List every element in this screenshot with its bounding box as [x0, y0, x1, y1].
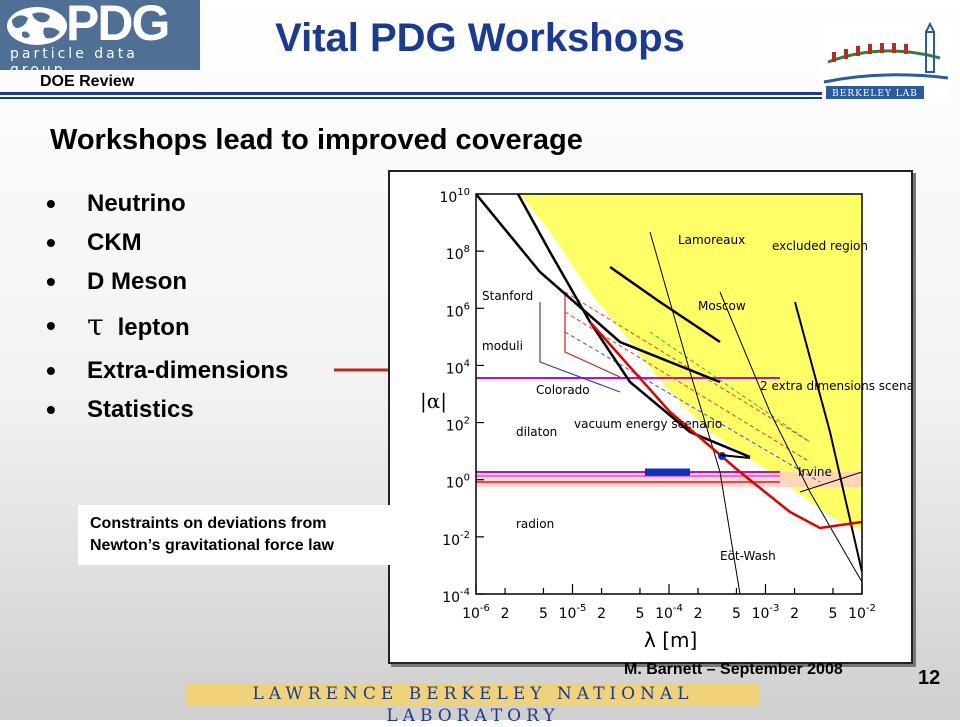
annotation-label: Irvine — [798, 465, 832, 479]
x-tick-label: 5 — [732, 606, 741, 622]
y-tick-label: 100 — [446, 473, 470, 492]
bullet-dot: • — [46, 310, 56, 341]
extra-dim-dash-2 — [564, 311, 811, 463]
page-number: 12 — [918, 667, 941, 689]
bullet-text: Neutrino — [87, 190, 186, 217]
x-tick-label: 2 — [790, 606, 799, 622]
chart-caption: Constraints on deviations from Newton’s … — [78, 505, 410, 565]
bullet-item: • Statistics — [46, 390, 288, 429]
logo-subtext: particle data group — [10, 46, 138, 70]
annotation-label: vacuum energy scenario — [574, 417, 722, 431]
caption-line: Constraints on deviations from — [90, 515, 327, 532]
lab-name-band: LAWRENCE BERKELEY NATIONAL LABORATORY — [186, 683, 760, 726]
bullet-list: • Neutrino • CKM • D Meson • τ lepton • Extra-… — [46, 184, 288, 429]
x-tick-label: 10-2 — [848, 603, 876, 622]
x-ticks: 10-6 2 5 10-5 2 5 10-4 2 5 10-3 2 5 10-2 — [462, 584, 876, 622]
annotation-label: 2 extra dimensions scenario — [760, 379, 911, 393]
tau-symbol: τ — [87, 308, 104, 343]
stanford-thin-curve — [649, 231, 741, 594]
eot-wash-curve — [589, 321, 862, 530]
bullet-text: Extra-dimensions — [87, 357, 289, 384]
annotation-label: Lamoreaux — [678, 233, 745, 247]
x-tick-label: 2 — [597, 606, 606, 622]
caption-line: Newton’s gravitational force law — [90, 537, 334, 554]
y-tick-label: 10-2 — [442, 530, 470, 549]
chart-annotations: Lamoreaux excluded region Stanford Mosco… — [482, 233, 911, 563]
moduli-region-outline — [539, 302, 621, 393]
bullet-item: • Neutrino — [46, 184, 288, 223]
annotation-label: dilaton — [516, 425, 557, 439]
alpha-lambda-chart: 1010 108 106 104 102 100 10-2 10-4 10-6 2 5 10-5 2 5… — [420, 187, 911, 652]
annotation-label: Colorado — [536, 383, 590, 397]
bullet-item: • τ lepton — [46, 301, 288, 351]
y-ticks: 1010 108 106 104 102 100 10-2 10-4 — [439, 187, 484, 606]
moscow-curve — [609, 265, 721, 344]
annotation-label: excluded region — [772, 239, 868, 253]
bullet-dot: • — [46, 355, 56, 386]
logo-text: PDG — [66, 0, 170, 51]
annotation-label: Moscow — [698, 299, 746, 313]
annotation-label: Eöt-Wash — [720, 549, 776, 563]
annotation-label: moduli — [482, 339, 523, 353]
y-tick-label: 108 — [446, 244, 470, 263]
y-tick-label: 104 — [446, 358, 470, 377]
bullet-item: • D Meson — [46, 262, 288, 301]
x-tick-label: 10-4 — [655, 603, 683, 622]
lab-logo-text: BERKELEY LAB — [832, 89, 918, 99]
extra-dim-dash-3 — [564, 331, 821, 483]
header-rule — [0, 92, 830, 95]
irvine-extra-line — [799, 471, 862, 493]
extra-dim-dash-4 — [649, 331, 811, 443]
bullet-text: D Meson — [87, 268, 188, 295]
y-axis-label: |α| — [420, 389, 447, 414]
irvine-curve — [794, 301, 862, 573]
x-tick-label: 2 — [501, 606, 510, 622]
x-tick-label: 5 — [828, 606, 837, 622]
globe-icon — [7, 7, 67, 45]
annotation-label: radion — [516, 517, 554, 531]
point-connector — [719, 454, 751, 459]
x-tick-label: 5 — [539, 606, 548, 622]
x-tick-label: 10-5 — [559, 603, 587, 622]
author-credit: M. Barnett – September 2008 — [624, 661, 843, 678]
header-rule-thin — [0, 97, 830, 99]
page-title: Vital PDG Workshops — [275, 16, 685, 60]
bullet-dot: • — [46, 266, 56, 297]
bullet-text: CKM — [87, 229, 142, 256]
x-axis-label: λ [m] — [644, 628, 697, 652]
review-label: DOE Review — [40, 73, 135, 90]
bullet-text: lepton — [117, 314, 190, 341]
bullet-text: Statistics — [87, 396, 194, 423]
x-tick-label: 10-3 — [752, 603, 780, 622]
pdg-logo: PDG particle data group — [0, 0, 200, 70]
berkeley-lab-logo: BERKELEY LAB — [822, 22, 950, 102]
bullet-dot: • — [46, 227, 56, 258]
y-tick-label: 1010 — [439, 187, 470, 206]
y-tick-label: 102 — [446, 416, 470, 435]
x-tick-label: 10-6 — [462, 603, 490, 622]
plot-regions — [476, 194, 862, 594]
bullet-dot: • — [46, 394, 56, 425]
stanford-region-outline — [564, 292, 621, 378]
extra-dim-dash-1 — [564, 291, 811, 443]
annotation-label: Stanford — [482, 289, 533, 303]
bullet-item: • Extra-dimensions — [46, 351, 288, 390]
x-tick-label: 2 — [694, 606, 703, 622]
slide-subtitle: Workshops lead to improved coverage — [50, 124, 583, 156]
chart-panel: 1010 108 106 104 102 100 10-2 10-4 10-6 2 5 10-5 2 5… — [388, 170, 913, 664]
bullet-item: • CKM — [46, 223, 288, 262]
y-tick-label: 106 — [446, 301, 470, 320]
colorado-curve — [719, 291, 862, 583]
y-tick-label: 10-4 — [442, 587, 470, 606]
x-tick-label: 5 — [635, 606, 644, 622]
bullet-dot: • — [46, 188, 56, 219]
